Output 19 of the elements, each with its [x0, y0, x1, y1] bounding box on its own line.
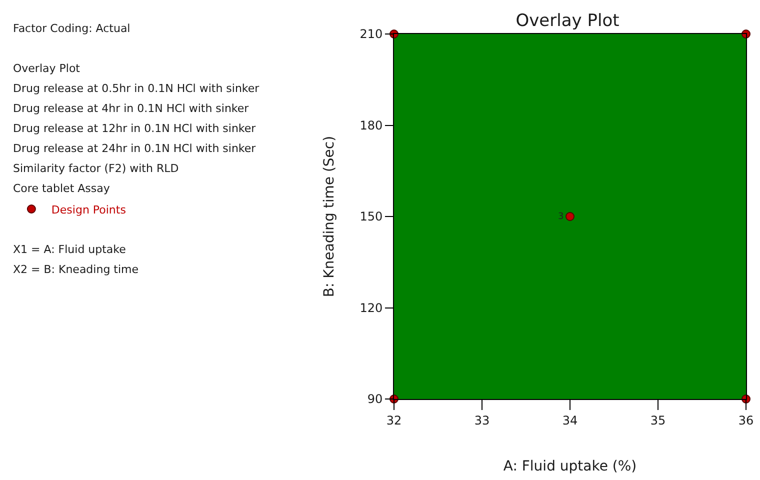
- text: X1 = A: Fluid uptake X2 = B: Kneading time: [13, 243, 139, 276]
- y-tick-label: 120: [360, 300, 383, 315]
- y-tick-label: 90: [367, 392, 383, 406]
- x-axis-title: A: Fluid uptake (%): [503, 458, 637, 475]
- text: Overlay Plot Drug release at 0.5hr in 0.1N HCl with sinker Drug release at 4hr in 0.1N HCl with sinker Drug release at 12hr in 0.1N HCl with sinker Drug release at 24hr in 0.1N HCl with sinker Similarity factor (F2) with RLD Core tablet Assay: [13, 62, 260, 195]
- x-tick-label: 35: [650, 413, 666, 428]
- point: [566, 212, 574, 221]
- y-axis-title: B: Kneading time (Sec): [321, 136, 338, 298]
- chart-title: Overlay Plot: [516, 10, 620, 31]
- x-tick-label: 36: [738, 413, 754, 428]
- annotation: 3: [558, 212, 564, 222]
- y-tick-label: 150: [360, 210, 383, 224]
- y-tick-label: 180: [360, 118, 383, 132]
- text: Factor Coding: Actual: [13, 22, 130, 35]
- x-tick-label: 32: [386, 413, 402, 428]
- x-tick-label: 34: [562, 413, 578, 428]
- y-tick-label: 210: [360, 27, 383, 42]
- x-tick-label: 33: [474, 413, 490, 428]
- legend-label: Design Points: [51, 203, 126, 216]
